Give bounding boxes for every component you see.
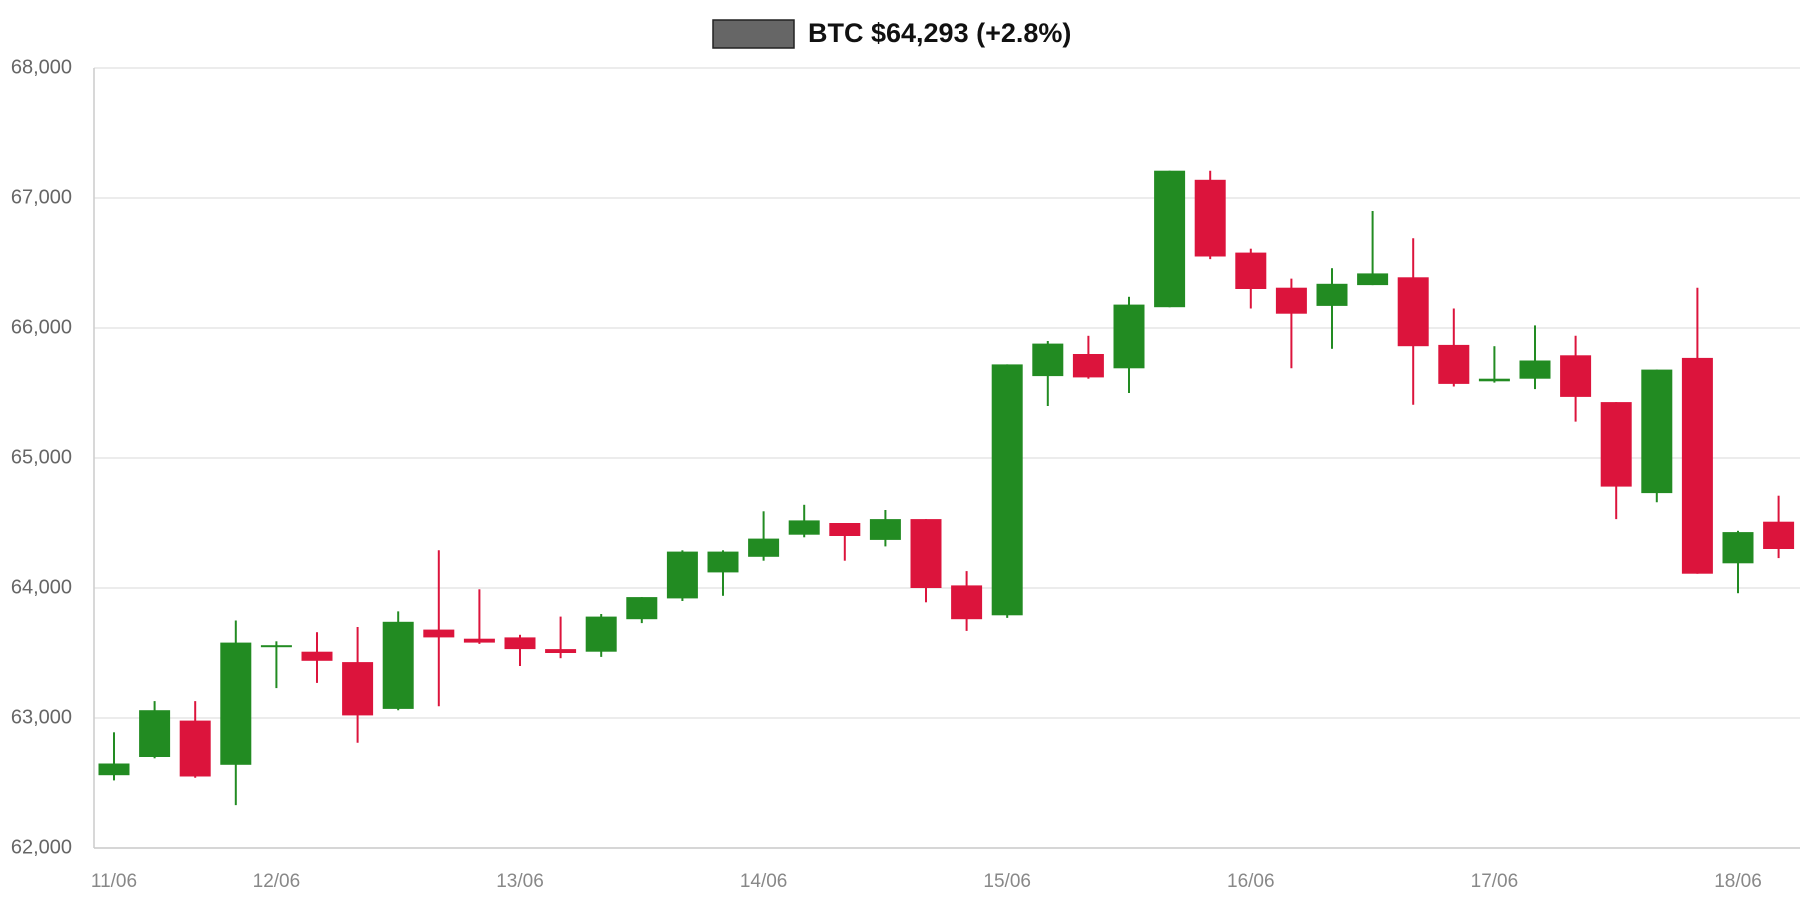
candle-body [788, 520, 820, 535]
candle-body [829, 523, 861, 536]
candle-body [260, 645, 292, 648]
candle-body [1113, 304, 1145, 369]
candle-body [1519, 360, 1551, 379]
candle-body [748, 538, 780, 557]
candle-body [1357, 273, 1389, 286]
candle-body [585, 616, 617, 652]
x-tick-label: 17/06 [1471, 871, 1519, 892]
candle-body [869, 519, 901, 540]
candle-body [1235, 252, 1267, 289]
candle-body [301, 651, 333, 661]
candle-body [545, 649, 577, 653]
y-tick-label: 64,000 [11, 576, 72, 598]
x-tick-label: 14/06 [740, 871, 788, 892]
candle-body [991, 364, 1023, 616]
candle-body [1763, 521, 1795, 549]
candle-body [1275, 287, 1307, 314]
candle-body [1560, 355, 1592, 397]
candle-body [707, 551, 739, 573]
y-tick-label: 68,000 [11, 56, 72, 78]
candle-body [1154, 170, 1186, 308]
x-tick-label: 13/06 [496, 871, 544, 892]
candle-body [1032, 343, 1064, 377]
candle-body [1681, 357, 1713, 574]
candle-body [342, 662, 374, 716]
candle-body [179, 720, 211, 777]
candle-body [910, 519, 942, 588]
candle-body [1722, 532, 1754, 564]
x-tick-label: 12/06 [253, 871, 301, 892]
x-tick-label: 16/06 [1227, 871, 1275, 892]
candle-body [626, 597, 658, 620]
legend-label: BTC $64,293 (+2.8%) [808, 18, 1071, 48]
y-tick-label: 67,000 [11, 186, 72, 208]
candle-body [220, 642, 252, 765]
y-tick-label: 65,000 [11, 446, 72, 468]
candle-body [1397, 277, 1429, 347]
candle-body [1316, 283, 1348, 306]
candle-body [951, 585, 983, 620]
candle-body [1641, 369, 1673, 494]
x-tick-label: 18/06 [1714, 871, 1762, 892]
candle-body [504, 637, 536, 650]
x-tick-label: 11/06 [91, 871, 137, 892]
candle-body [1194, 179, 1226, 257]
candle-body [139, 710, 171, 757]
candle-body [98, 763, 130, 776]
candle-body [423, 629, 455, 638]
y-tick-label: 62,000 [11, 836, 72, 858]
candle-body [382, 621, 414, 709]
candle-body [1600, 402, 1632, 487]
candle-body [463, 638, 495, 643]
candle-body [1478, 378, 1510, 382]
y-tick-label: 66,000 [11, 316, 72, 338]
candle-body [666, 551, 698, 599]
candle-body [1438, 344, 1470, 384]
y-tick-label: 63,000 [11, 706, 72, 728]
candle-body [1072, 354, 1104, 378]
x-tick-label: 15/06 [983, 871, 1031, 892]
legend-swatch [712, 19, 795, 49]
